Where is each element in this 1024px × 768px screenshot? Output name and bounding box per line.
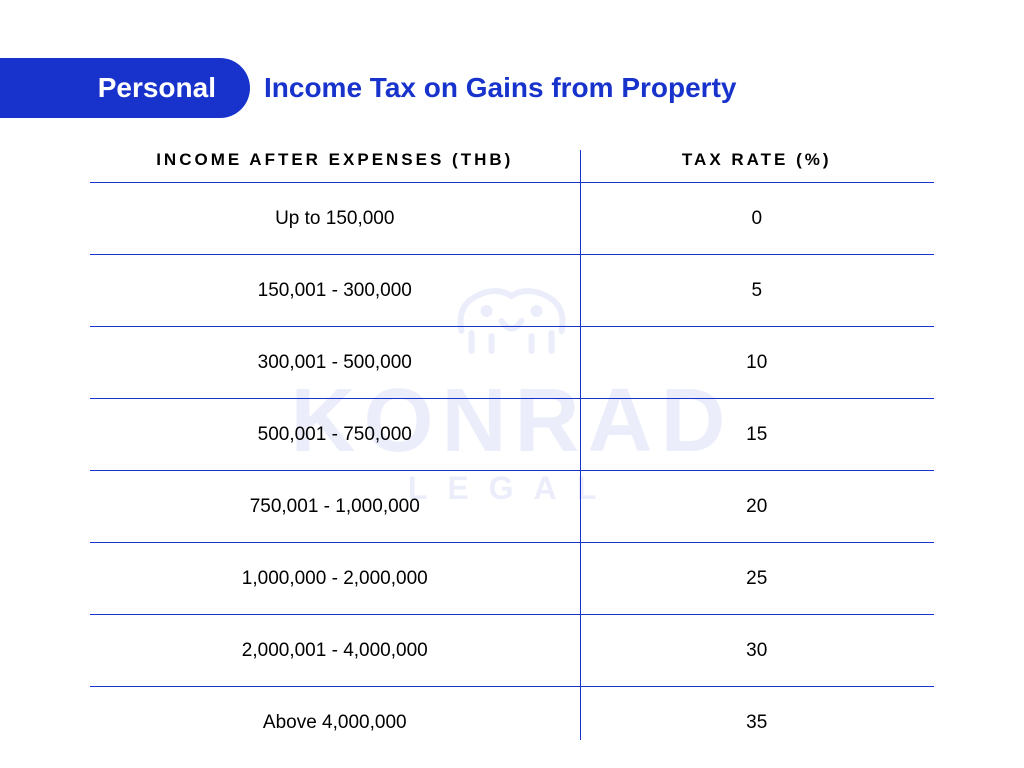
tax-table: INCOME AFTER EXPENSES (THB) TAX RATE (%)… — [90, 150, 934, 759]
income-cell: Up to 150,000 — [90, 208, 580, 230]
income-cell: Above 4,000,000 — [90, 712, 580, 734]
vertical-divider — [580, 150, 582, 740]
col-header-rate: TAX RATE (%) — [580, 150, 934, 170]
rate-cell: 30 — [580, 640, 934, 662]
title-highlight: Personal — [0, 58, 250, 118]
table-row: 300,001 - 500,000 10 — [90, 327, 934, 399]
rate-cell: 20 — [580, 496, 934, 518]
income-cell: 300,001 - 500,000 — [90, 352, 580, 374]
income-cell: 2,000,001 - 4,000,000 — [90, 640, 580, 662]
rate-cell: 5 — [580, 280, 934, 302]
rate-cell: 25 — [580, 568, 934, 590]
income-cell: 750,001 - 1,000,000 — [90, 496, 580, 518]
rate-cell: 35 — [580, 712, 934, 734]
rate-cell: 10 — [580, 352, 934, 374]
rate-cell: 0 — [580, 208, 934, 230]
table-row: Above 4,000,000 35 — [90, 687, 934, 759]
table-header-row: INCOME AFTER EXPENSES (THB) TAX RATE (%) — [90, 150, 934, 183]
table-row: 2,000,001 - 4,000,000 30 — [90, 615, 934, 687]
col-header-income: INCOME AFTER EXPENSES (THB) — [90, 150, 580, 170]
title-rest: Income Tax on Gains from Property — [264, 72, 736, 104]
income-cell: 150,001 - 300,000 — [90, 280, 580, 302]
table-row: 750,001 - 1,000,000 20 — [90, 471, 934, 543]
table-row: 500,001 - 750,000 15 — [90, 399, 934, 471]
table-row: Up to 150,000 0 — [90, 183, 934, 255]
title-bar: Personal Income Tax on Gains from Proper… — [0, 58, 1024, 118]
table-row: 150,001 - 300,000 5 — [90, 255, 934, 327]
table-row: 1,000,000 - 2,000,000 25 — [90, 543, 934, 615]
income-cell: 1,000,000 - 2,000,000 — [90, 568, 580, 590]
income-cell: 500,001 - 750,000 — [90, 424, 580, 446]
rate-cell: 15 — [580, 424, 934, 446]
